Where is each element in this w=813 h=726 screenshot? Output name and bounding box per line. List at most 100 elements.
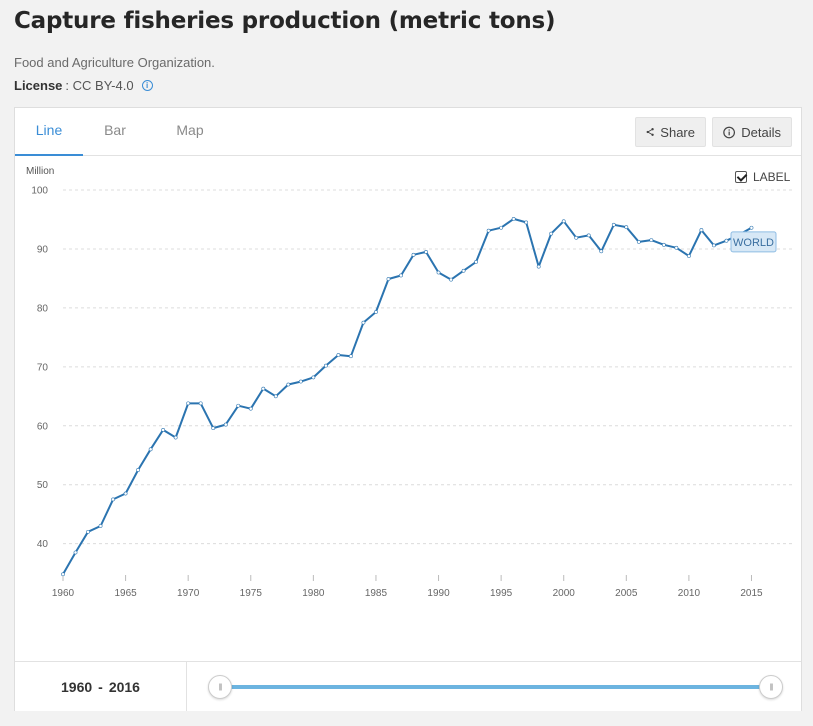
data-point bbox=[273, 394, 278, 399]
data-point bbox=[511, 216, 516, 221]
tab-line[interactable]: Line bbox=[15, 108, 83, 156]
range-handle-start[interactable]: ||| bbox=[208, 675, 232, 699]
data-point bbox=[223, 422, 228, 427]
data-point bbox=[536, 264, 541, 269]
data-point bbox=[123, 491, 128, 496]
data-point bbox=[136, 468, 141, 472]
data-point bbox=[524, 220, 529, 225]
license-value: : CC BY-4.0 bbox=[65, 78, 134, 93]
details-button[interactable]: Details bbox=[712, 117, 792, 147]
data-point bbox=[436, 270, 441, 275]
data-point bbox=[336, 353, 341, 357]
page-title: Capture fisheries production (metric ton… bbox=[14, 8, 556, 34]
tab-bar-chart[interactable]: Bar bbox=[104, 122, 126, 138]
data-point bbox=[574, 235, 579, 240]
data-point bbox=[724, 238, 729, 243]
x-tick-label: 2005 bbox=[615, 588, 638, 599]
grip-icon: ||| bbox=[218, 683, 223, 691]
range-end: 2016 bbox=[108, 678, 140, 695]
data-point bbox=[636, 239, 641, 244]
data-point bbox=[686, 254, 691, 258]
x-tick-label: 1960 bbox=[52, 588, 75, 599]
x-tick-label: 2015 bbox=[740, 588, 763, 599]
x-tick-label: 1975 bbox=[240, 588, 263, 599]
year-range-bar: 1960 - 2016 ||| ||| bbox=[15, 661, 801, 711]
share-button[interactable]: Share bbox=[635, 117, 706, 147]
data-point bbox=[311, 375, 316, 380]
tab-map[interactable]: Map bbox=[176, 122, 204, 138]
x-tick-label: 1995 bbox=[490, 588, 513, 599]
x-tick-label: 1965 bbox=[114, 588, 137, 599]
data-point bbox=[86, 529, 90, 534]
data-point bbox=[98, 524, 103, 528]
grip-icon: ||| bbox=[769, 683, 774, 691]
data-point bbox=[111, 497, 115, 502]
data-point bbox=[323, 363, 328, 368]
x-tick-label: 2000 bbox=[553, 588, 576, 599]
y-tick-label: 80 bbox=[37, 303, 49, 314]
tab-bar: Line Bar Map Share Details bbox=[15, 108, 801, 156]
x-tick-label: 1980 bbox=[302, 588, 325, 599]
data-point bbox=[148, 447, 153, 452]
data-point bbox=[449, 277, 453, 282]
x-tick-label: 1985 bbox=[365, 588, 388, 599]
label-checkbox[interactable] bbox=[735, 171, 747, 183]
y-tick-label: 40 bbox=[37, 539, 49, 550]
source-text: Food and Agriculture Organization. bbox=[14, 55, 215, 70]
data-point bbox=[586, 233, 591, 238]
data-point bbox=[173, 435, 178, 440]
data-point bbox=[499, 225, 504, 230]
range-slider-track[interactable] bbox=[220, 685, 772, 689]
data-point bbox=[386, 277, 391, 281]
data-point bbox=[186, 401, 191, 406]
data-point bbox=[374, 310, 378, 314]
data-point bbox=[198, 401, 203, 406]
data-point bbox=[361, 320, 366, 325]
info-circle-icon bbox=[723, 126, 736, 138]
range-start: 1960 bbox=[61, 678, 93, 695]
data-point bbox=[261, 386, 266, 391]
data-point bbox=[161, 427, 166, 432]
range-handle-end[interactable]: ||| bbox=[759, 675, 783, 699]
series-label-box bbox=[730, 231, 777, 253]
info-icon[interactable]: i bbox=[141, 80, 153, 91]
share-label: Share bbox=[660, 124, 695, 140]
data-point bbox=[399, 273, 403, 278]
data-point bbox=[712, 243, 716, 248]
data-point bbox=[424, 249, 428, 254]
details-label: Details bbox=[741, 124, 781, 140]
license-label: License bbox=[14, 78, 63, 93]
data-point bbox=[699, 228, 704, 232]
data-point bbox=[236, 403, 241, 408]
data-point bbox=[286, 382, 291, 387]
data-point bbox=[486, 228, 491, 233]
y-tick-label: 60 bbox=[37, 421, 49, 432]
y-tick-label: 90 bbox=[37, 244, 49, 255]
data-point bbox=[211, 426, 216, 431]
line-chart: Million 40 50 60 70 80 90 100 1960 1965 1970 1975 19… bbox=[26, 166, 794, 599]
data-point bbox=[73, 550, 78, 555]
share-icon bbox=[646, 128, 654, 136]
data-point bbox=[461, 268, 466, 273]
data-point bbox=[599, 249, 604, 254]
chart-card: Line Bar Map Share Details LABEL Mill bbox=[14, 107, 802, 711]
data-point bbox=[549, 231, 554, 236]
data-point bbox=[474, 260, 478, 264]
data-point bbox=[649, 238, 654, 242]
data-point bbox=[248, 406, 253, 411]
label-toggle[interactable]: LABEL bbox=[735, 170, 790, 184]
data-point bbox=[749, 225, 754, 230]
x-tick-label: 1970 bbox=[177, 588, 200, 599]
data-point bbox=[349, 354, 353, 359]
data-point bbox=[661, 242, 666, 247]
y-tick-label: 70 bbox=[37, 362, 49, 373]
y-tick-label: 100 bbox=[31, 186, 48, 197]
data-point bbox=[561, 219, 566, 224]
x-tick-label: 1990 bbox=[427, 588, 450, 599]
data-point bbox=[674, 245, 679, 250]
year-range-label: 1960 - 2016 bbox=[15, 662, 187, 711]
data-point bbox=[624, 225, 629, 230]
y-tick-label: 50 bbox=[37, 480, 49, 491]
y-unit-label: Million bbox=[26, 166, 54, 177]
data-point bbox=[61, 572, 65, 577]
